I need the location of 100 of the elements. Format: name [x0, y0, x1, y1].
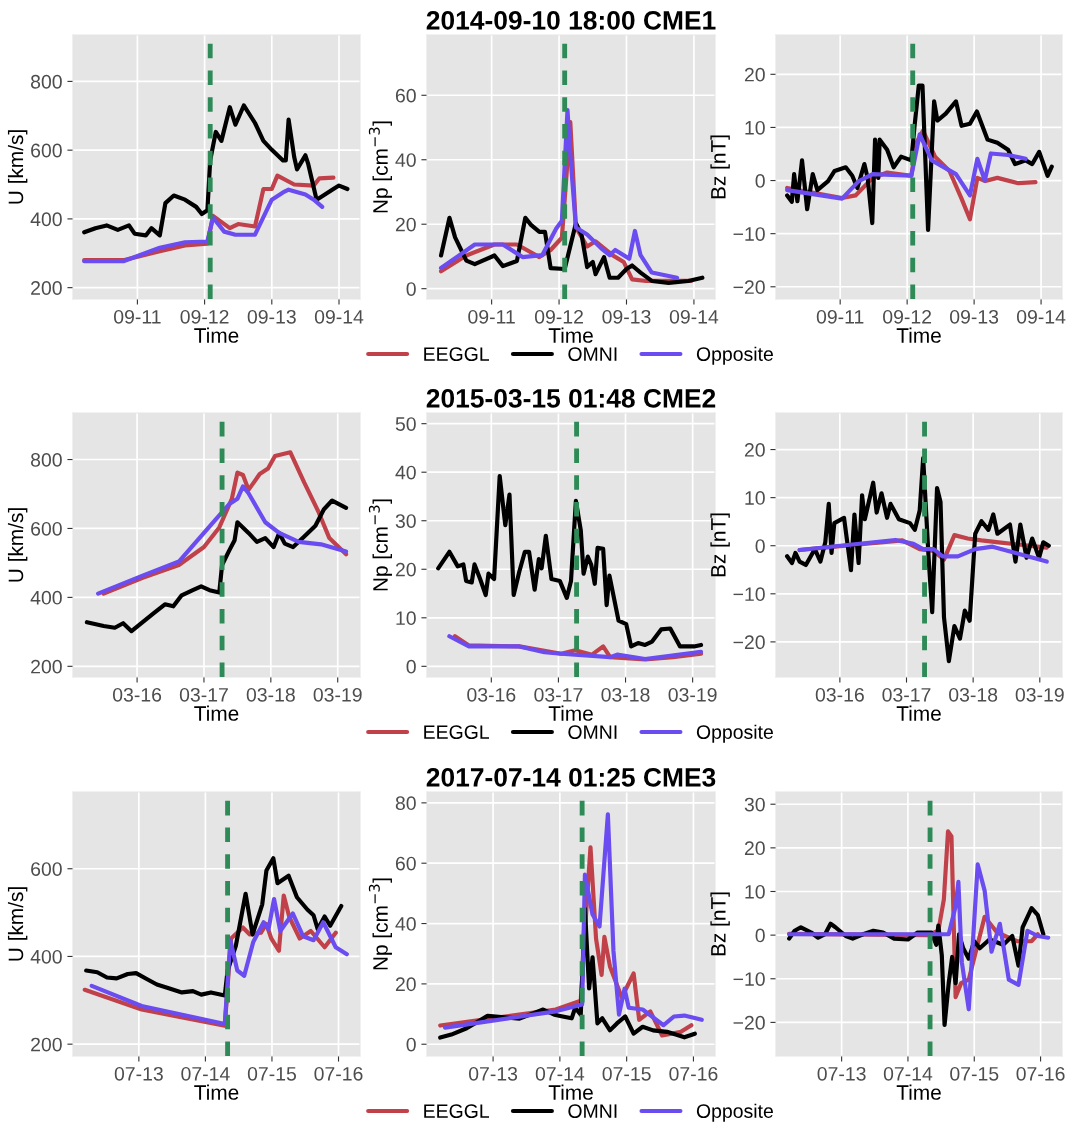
x-tick-label: 03-16 [112, 687, 162, 702]
y-tick-label: 40 [395, 465, 416, 480]
y-tick-label: 60 [395, 88, 416, 103]
x-tick-label: 09-11 [114, 309, 161, 324]
x-tick-label: 03-19 [668, 687, 717, 702]
x-axis-title: Time [194, 327, 239, 343]
y-tick-label: 0 [755, 539, 765, 553]
x-tick-label: 03-17 [179, 687, 228, 702]
line-series [436, 474, 704, 649]
x-tick-label: 03-18 [949, 687, 998, 702]
y-axis-title: Np [cm$^{−3}$] [368, 499, 392, 591]
y-tick-label: 20 [395, 562, 416, 577]
x-tick-label: 09-12 [534, 309, 583, 324]
y-tick-label: 60 [395, 856, 416, 871]
legend-label: OMNI [568, 725, 617, 739]
x-tick-label: 03-18 [246, 687, 295, 702]
x-axis-title: Time [548, 1084, 593, 1100]
chart-title: 2015-03-15 01:48 CME2 [426, 389, 716, 408]
y-axis-title: Bz [nT] [710, 892, 730, 956]
y-axis-title: Bz [nT] [710, 513, 730, 577]
y-tick-label: 10 [396, 611, 416, 626]
x-tick-label: 09-13 [247, 309, 296, 324]
x-axis-title: Time [548, 705, 593, 721]
y-tick-label: −10 [733, 227, 765, 241]
y-axis-title: Np [cm$^{−3}$] [368, 121, 392, 213]
y-tick-label: 10 [745, 491, 765, 505]
y-tick-label: 50 [395, 417, 416, 431]
y-tick-label: 20 [744, 67, 765, 82]
legend-label: EEGGL [424, 1104, 490, 1118]
y-tick-label: 10 [745, 884, 765, 899]
x-tick-label: 09-12 [180, 309, 229, 324]
x-axis-title: Time [194, 1084, 239, 1100]
legend-label: Opposite [696, 346, 773, 365]
x-tick-label: 03-17 [882, 687, 931, 702]
legend-label: Opposite [696, 724, 773, 743]
legend-label: OMNI [568, 347, 617, 361]
x-tick-label: 03-19 [1015, 687, 1064, 702]
line-series [443, 812, 704, 1030]
y-tick-label: 40 [395, 917, 416, 931]
y-tick-label: 200 [31, 659, 62, 674]
x-tick-label: 09-14 [314, 309, 364, 324]
x-axis-title: Time [896, 705, 941, 721]
y-tick-label: 0 [406, 282, 416, 296]
x-tick-label: 03-19 [313, 687, 362, 702]
line-series [785, 83, 1054, 233]
y-tick-label: 0 [755, 928, 765, 943]
y-tick-label: 30 [395, 514, 416, 528]
y-tick-label: 0 [755, 174, 765, 188]
x-axis-title: Time [896, 327, 941, 343]
y-tick-label: 30 [744, 797, 765, 812]
x-tick-label: 09-13 [602, 309, 651, 324]
line-series [84, 498, 349, 634]
y-axis-title: U [km/s] [7, 887, 28, 961]
y-tick-label: 20 [744, 841, 765, 856]
x-tick-label: 09-14 [1016, 309, 1066, 324]
legend-label: OMNI [568, 1104, 617, 1118]
y-tick-label: 600 [31, 143, 62, 158]
y-tick-label: 800 [30, 453, 62, 467]
y-axis-title: Bz [nT] [710, 135, 730, 199]
x-tick-label: 07-14 [883, 1066, 933, 1081]
y-tick-label: 400 [30, 212, 62, 227]
x-tick-label: 07-16 [314, 1066, 363, 1081]
x-tick-label: 03-16 [467, 687, 516, 702]
x-tick-label: 07-16 [669, 1066, 718, 1081]
y-tick-label: 20 [395, 977, 416, 992]
y-tick-label: 200 [31, 281, 62, 295]
y-tick-label: 400 [30, 949, 62, 964]
x-tick-label: 07-15 [247, 1066, 297, 1081]
y-axis-title: U [km/s] [7, 130, 28, 204]
y-tick-label: 600 [31, 862, 62, 876]
y-tick-label: −10 [733, 587, 765, 602]
x-tick-label: 07-15 [950, 1066, 999, 1081]
x-tick-label: 07-14 [181, 1066, 230, 1081]
line-series [438, 215, 705, 285]
legend-label: EEGGL [424, 725, 490, 739]
chart-title: 2017-07-14 01:25 CME3 [426, 768, 716, 787]
x-tick-label: 09-12 [883, 309, 932, 324]
y-tick-label: −20 [733, 280, 765, 295]
x-tick-label: 09-11 [468, 309, 515, 324]
y-tick-label: 800 [30, 74, 62, 89]
line-series [82, 103, 350, 238]
y-tick-label: −20 [733, 635, 765, 650]
legend-label: EEGGL [424, 347, 490, 361]
x-tick-label: 03-17 [534, 687, 583, 702]
y-tick-label: 400 [30, 590, 62, 605]
y-tick-label: 0 [406, 1037, 416, 1052]
line-series [95, 484, 349, 596]
x-tick-label: 07-15 [602, 1066, 651, 1081]
y-axis-title: Np [cm$^{−3}$] [368, 878, 392, 970]
x-tick-label: 09-11 [816, 309, 864, 324]
line-series [787, 862, 1051, 1012]
x-tick-label: 07-13 [468, 1066, 518, 1081]
line-series [785, 132, 1028, 201]
line-series [82, 187, 325, 264]
y-tick-label: 20 [744, 443, 765, 457]
legend-label: Opposite [696, 1103, 773, 1122]
line-series [785, 456, 1051, 664]
y-tick-label: 0 [406, 659, 416, 674]
y-tick-label: 600 [31, 521, 62, 536]
y-tick-label: −20 [733, 1015, 765, 1030]
